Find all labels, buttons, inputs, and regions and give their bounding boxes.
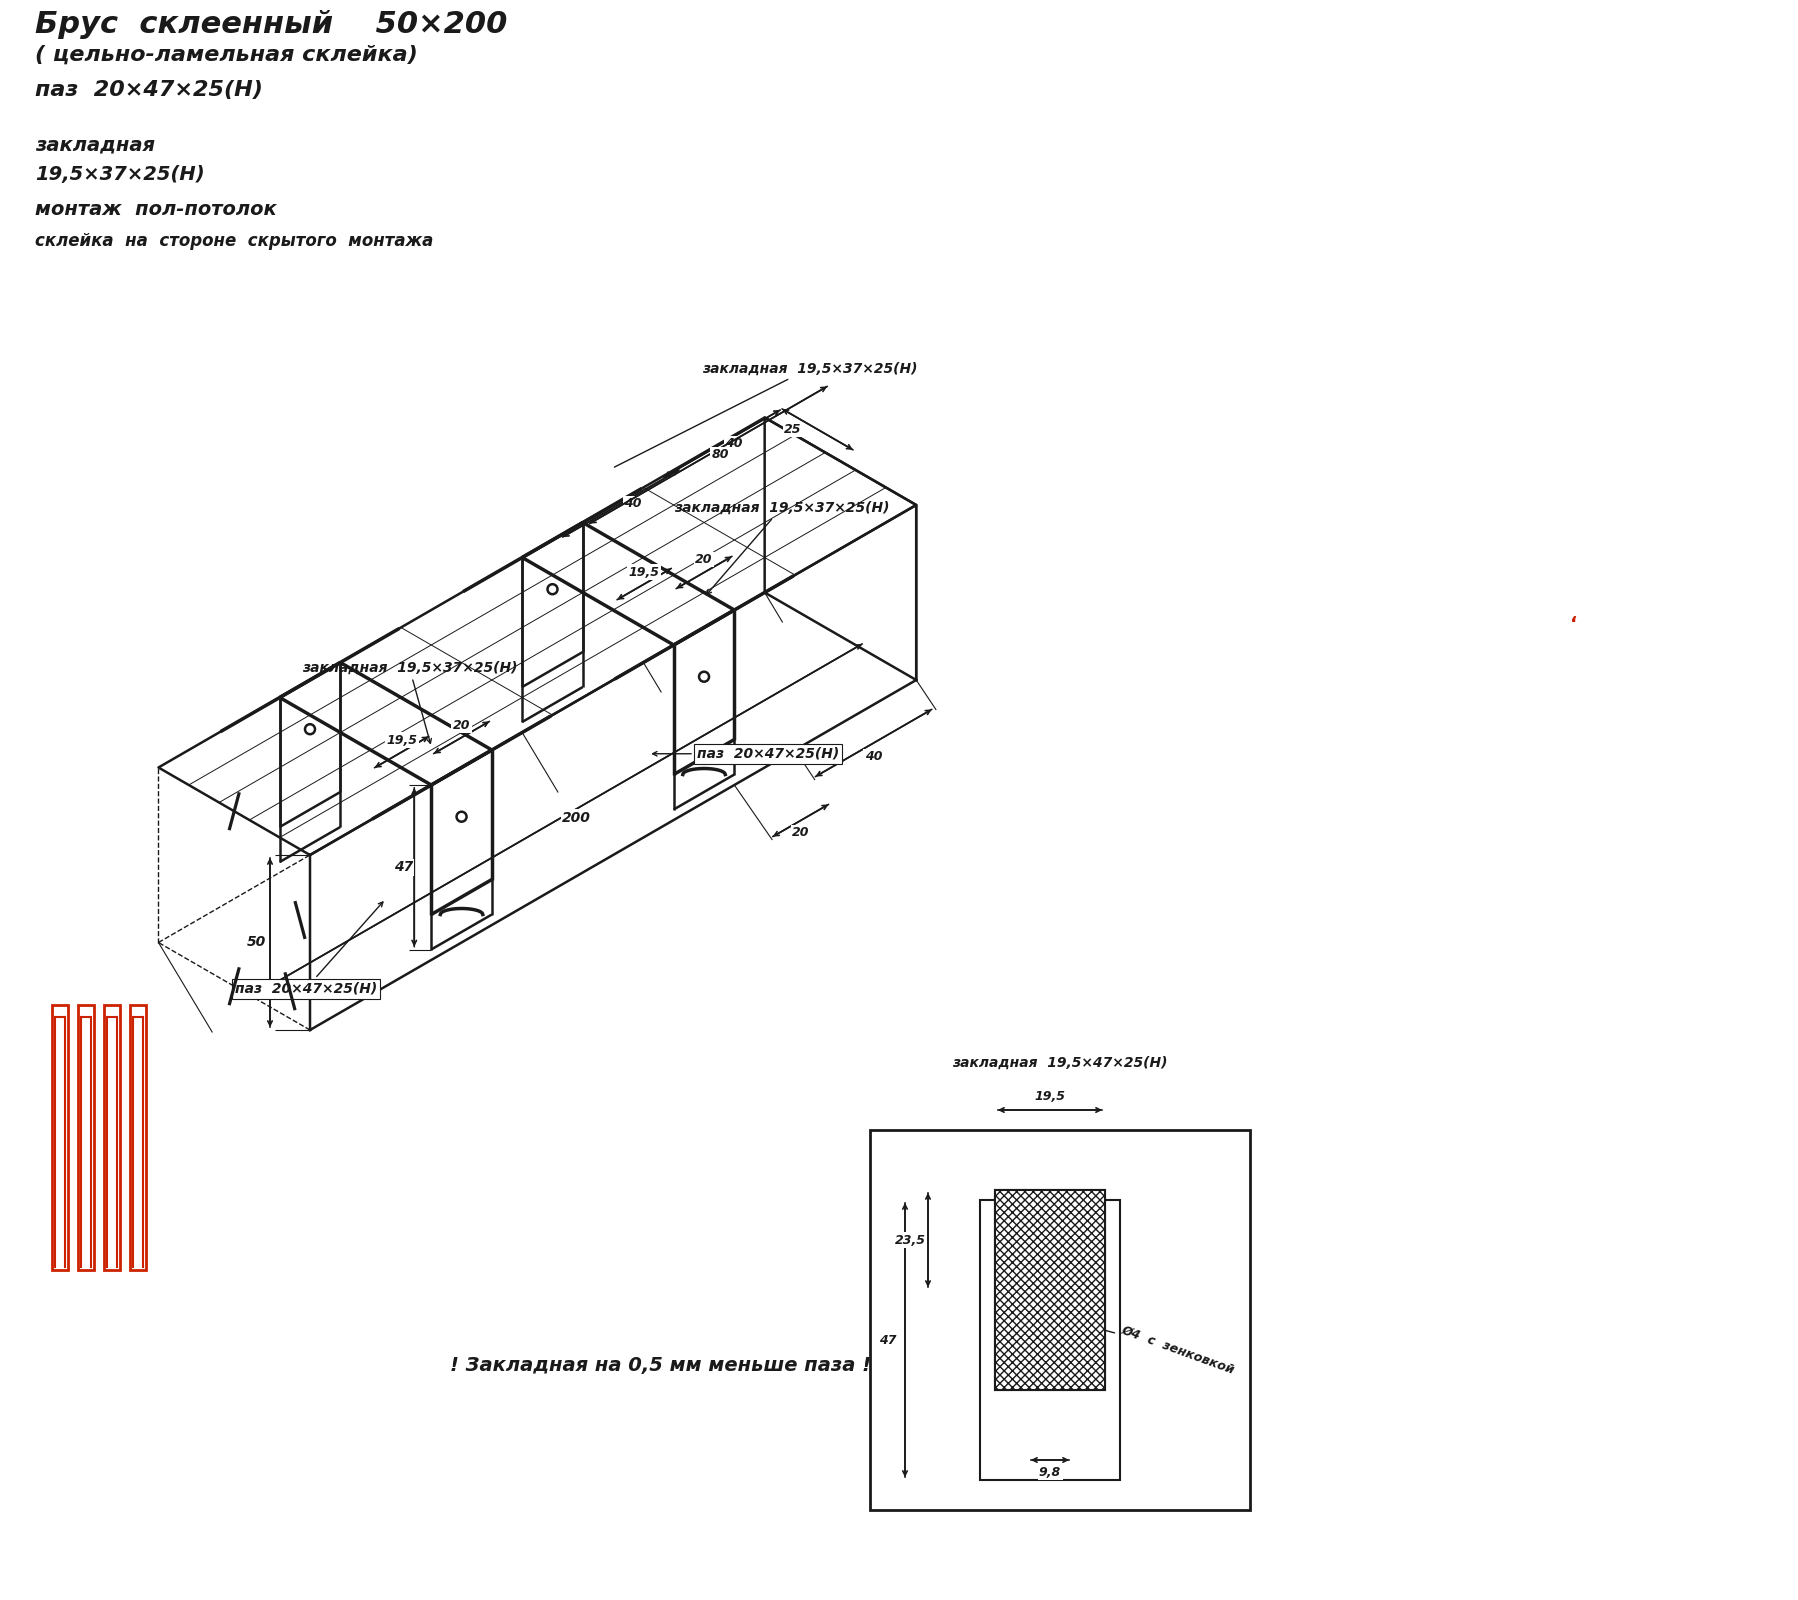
Text: 19,5: 19,5 <box>387 733 417 747</box>
Text: закладная  19,5×47×25(Н): закладная 19,5×47×25(Н) <box>953 1056 1167 1070</box>
Text: 20: 20 <box>791 826 809 838</box>
Bar <box>77 1005 93 1270</box>
Text: 23,5: 23,5 <box>894 1234 926 1246</box>
Text: 47: 47 <box>879 1333 897 1347</box>
Text: 25: 25 <box>784 422 802 435</box>
Text: Брус  склеенный    50×200: Брус склеенный 50×200 <box>34 10 507 38</box>
Bar <box>870 1130 1250 1510</box>
Text: ‘: ‘ <box>1570 614 1577 634</box>
Text: 20: 20 <box>453 718 471 733</box>
Text: паз  20×47×25(Н): паз 20×47×25(Н) <box>236 902 383 995</box>
Text: 80: 80 <box>712 448 730 461</box>
Text: 40: 40 <box>725 437 743 450</box>
Text: 19,5: 19,5 <box>1034 1090 1066 1102</box>
Text: закладная  19,5×37×25(Н): закладная 19,5×37×25(Н) <box>615 362 917 467</box>
Text: 9,8: 9,8 <box>1039 1466 1061 1478</box>
Bar <box>129 1005 146 1270</box>
Text: монтаж  пол-потолок: монтаж пол-потолок <box>34 200 277 219</box>
Text: 20: 20 <box>696 554 712 566</box>
Text: закладная: закладная <box>34 134 155 154</box>
Text: склейка  на  стороне  скрытого  монтажа: склейка на стороне скрытого монтажа <box>34 232 433 250</box>
Bar <box>994 1190 1106 1390</box>
Bar <box>104 1005 120 1270</box>
Text: 40: 40 <box>865 750 883 763</box>
Text: 200: 200 <box>563 811 592 824</box>
Text: 19,5: 19,5 <box>629 565 660 579</box>
Text: паз  20×47×25(Н): паз 20×47×25(Н) <box>653 747 840 760</box>
Bar <box>994 1190 1106 1390</box>
Text: паз  20×47×25(Н): паз 20×47×25(Н) <box>34 80 263 99</box>
Text: закладная  19,5×37×25(Н): закладная 19,5×37×25(Н) <box>302 661 518 744</box>
Text: ! Закладная на 0,5 мм меньше паза !: ! Закладная на 0,5 мм меньше паза ! <box>450 1355 870 1374</box>
Bar <box>52 1005 68 1270</box>
Text: Ø4  с  зенковкой: Ø4 с зенковкой <box>1070 1320 1237 1376</box>
Text: закладная  19,5×37×25(Н): закладная 19,5×37×25(Н) <box>674 501 890 594</box>
Text: 40: 40 <box>624 498 642 510</box>
Text: 50: 50 <box>246 936 266 949</box>
Text: ( цельно-ламельная склейка): ( цельно-ламельная склейка) <box>34 45 417 66</box>
Bar <box>980 1200 1120 1480</box>
Text: 47: 47 <box>394 861 414 874</box>
Text: 19,5×37×25(Н): 19,5×37×25(Н) <box>34 165 205 184</box>
